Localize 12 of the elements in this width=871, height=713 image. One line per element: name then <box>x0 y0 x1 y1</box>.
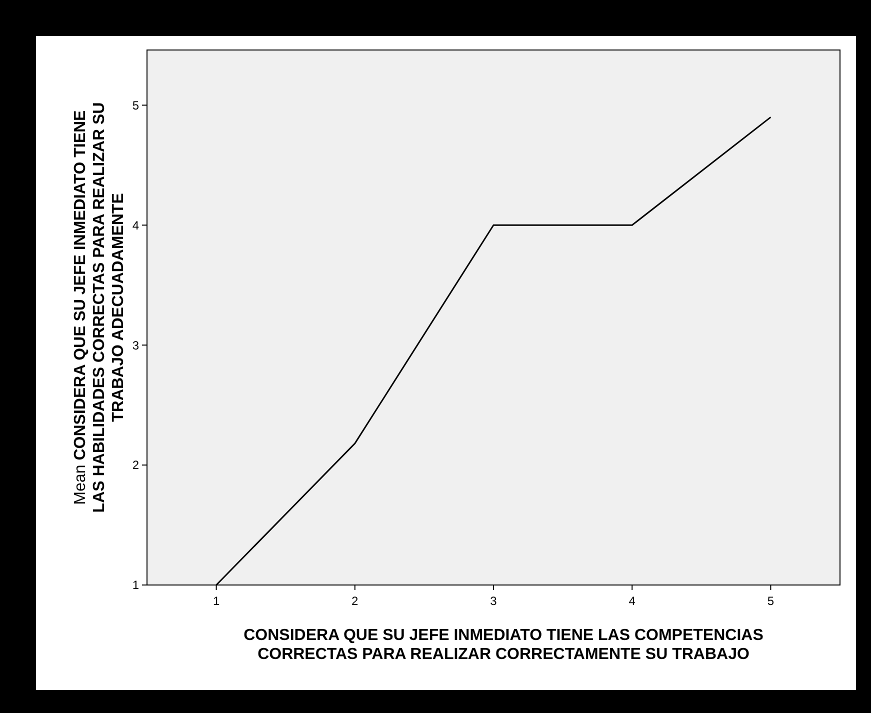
y-tick-label: 3 <box>132 338 140 352</box>
x-tick-label: 5 <box>767 594 774 608</box>
x-tick-label: 3 <box>490 594 498 608</box>
y-tick-label: 2 <box>132 458 140 472</box>
y-tick-label: 5 <box>132 98 140 112</box>
x-tick-label: 2 <box>352 594 359 608</box>
x-tick-label: 1 <box>212 594 220 608</box>
x-axis-title: CONSIDERA QUE SU JEFE INMEDIATO TIENE LAS COMPETENCIAS CORRECTAS PARA REALIZAR CORRECTAMENTE SU TRABAJO <box>244 627 764 663</box>
x-tick-label: 4 <box>628 594 636 608</box>
y-axis-title: Mean CONSIDERA QUE SU JEFE INMEDIATO TIENE LAS HABILIDADES CORRECTAS PARA REALIZAR SU TRABAJO ADECUADAMENTE <box>72 102 127 513</box>
y-tick-label: 1 <box>132 578 140 592</box>
y-tick-label: 4 <box>132 218 140 232</box>
